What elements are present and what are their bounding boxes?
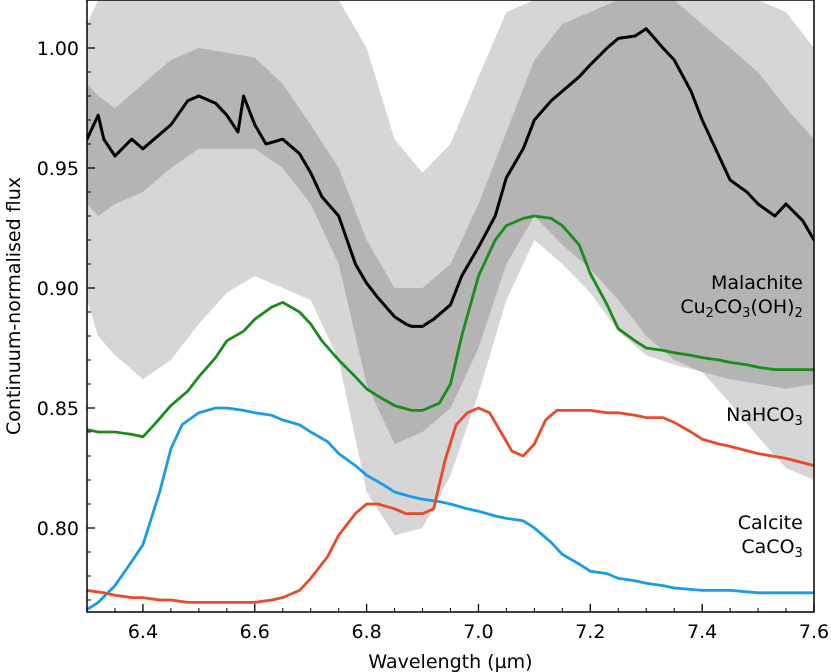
x-tick-label: 6.8 bbox=[352, 621, 382, 643]
x-tick-label: 6.4 bbox=[128, 621, 158, 643]
x-axis-label: Wavelength (µm) bbox=[368, 651, 532, 672]
annotation-label: Calcite bbox=[738, 512, 803, 534]
x-axis-ticks: 6.4 6.6 6.8 7.0 7.2 7.4 7.6 bbox=[114, 604, 829, 643]
y-tick-label: 0.95 bbox=[37, 158, 79, 180]
x-tick-label: 7.2 bbox=[575, 621, 605, 643]
series-line-2 bbox=[87, 214, 814, 439]
data-series bbox=[87, 27, 814, 611]
x-tick-label: 7.4 bbox=[687, 621, 717, 643]
series-line-3 bbox=[87, 406, 814, 611]
x-tick-label: 6.6 bbox=[240, 621, 270, 643]
uncertainty-bands bbox=[87, 0, 814, 536]
y-tick-label: 0.90 bbox=[37, 278, 79, 300]
x-tick-label: 7.0 bbox=[463, 621, 493, 643]
annotation-label: CaCO3 bbox=[741, 536, 802, 561]
annotation-label: NaHCO3 bbox=[726, 404, 803, 429]
y-axis-label: Continuum-normalised flux bbox=[3, 177, 25, 435]
series-line-4 bbox=[87, 406, 814, 604]
x-tick-label: 7.6 bbox=[799, 621, 829, 643]
y-tick-label: 1.00 bbox=[37, 38, 79, 60]
y-tick-label: 0.85 bbox=[37, 398, 79, 420]
y-axis-ticks: 0.80 0.85 0.90 0.95 1.00 bbox=[37, 23, 95, 601]
annotation-label: Malachite bbox=[711, 272, 803, 294]
y-tick-label: 0.80 bbox=[37, 518, 79, 540]
series-line-1 bbox=[87, 27, 814, 328]
uncertainty-band-2 bbox=[87, 0, 814, 444]
annotation-label: Cu2CO3(OH)2 bbox=[680, 296, 802, 321]
